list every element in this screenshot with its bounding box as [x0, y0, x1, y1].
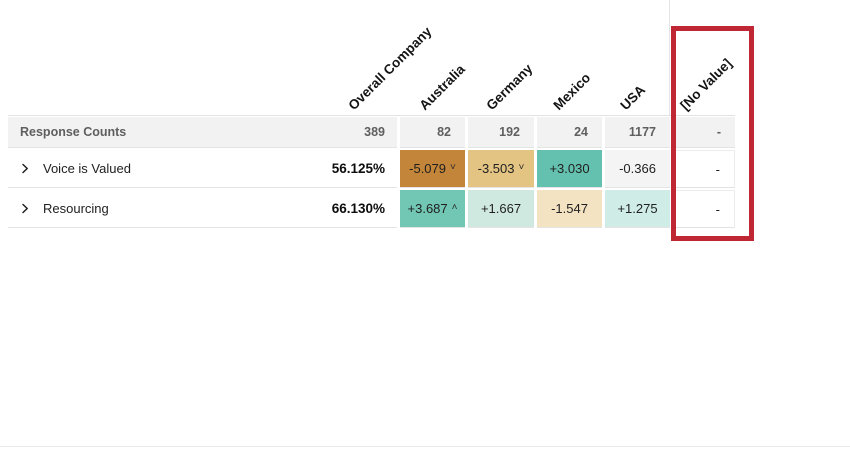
- score-cell: -1.547: [537, 190, 602, 228]
- expand-chevron-icon[interactable]: [20, 203, 30, 214]
- score-value: -: [715, 201, 720, 217]
- page-bottom-divider: [0, 446, 850, 447]
- row-label: Resourcing: [43, 201, 109, 216]
- score-value: -1.547: [551, 201, 588, 216]
- overall-score: 66.130%: [331, 201, 385, 216]
- score-cell: +3.687 ˄: [400, 190, 465, 228]
- response-count-overall: 389: [364, 125, 385, 139]
- row-label-cell[interactable]: Voice is Valued 56.125%: [8, 150, 397, 188]
- row-label-cell[interactable]: Resourcing 66.130%: [8, 190, 397, 228]
- no-value-column-divider: [669, 0, 670, 116]
- response-count-cell: 1177: [605, 117, 670, 148]
- score-value: +3.030: [549, 161, 590, 176]
- overall-score: 56.125%: [331, 161, 385, 176]
- score-cell-empty: -: [673, 150, 735, 188]
- column-header-australia: Australia: [416, 61, 468, 113]
- response-count-cell: 192: [468, 117, 534, 148]
- column-header-usa: USA: [617, 82, 649, 113]
- score-value: +1.667: [480, 201, 522, 216]
- score-value: +1.275: [617, 201, 658, 216]
- response-count-cell: 24: [537, 117, 602, 148]
- expand-chevron-icon[interactable]: [20, 163, 30, 174]
- significant-increase-icon: ˄: [451, 202, 458, 213]
- response-count-cell: 82: [400, 117, 465, 148]
- score-value: -: [715, 161, 720, 177]
- response-count-cell: -: [673, 117, 735, 148]
- score-cell: -5.079 ˅: [400, 150, 465, 188]
- column-header-mexico: Mexico: [550, 70, 594, 113]
- score-value: +3.687: [407, 201, 448, 216]
- significant-decrease-icon: ˅: [518, 162, 525, 173]
- score-cell: +1.275: [605, 190, 670, 228]
- score-cell: +1.667: [468, 190, 534, 228]
- score-cell: +3.030: [537, 150, 602, 188]
- column-header-germany: Germany: [483, 61, 536, 113]
- response-counts-row: Response Counts 389 82 192 24 1177 -: [8, 117, 735, 148]
- metric-row-voice-is-valued: Voice is Valued 56.125% -5.079 ˅ -3.503 ˅ …: [8, 150, 735, 188]
- score-value: -5.079: [409, 161, 447, 176]
- response-counts-label-cell: Response Counts 389: [8, 117, 397, 148]
- row-label: Voice is Valued: [43, 161, 131, 176]
- score-cell: -3.503 ˅: [468, 150, 534, 188]
- score-value: -0.366: [619, 161, 656, 176]
- response-counts-label: Response Counts: [20, 125, 127, 139]
- score-cell: -0.366: [605, 150, 670, 188]
- comparison-table: Response Counts 389 82 192 24 1177 - Voi…: [8, 115, 735, 228]
- significant-decrease-icon: ˅: [450, 162, 456, 173]
- score-value: -3.503: [477, 161, 515, 176]
- annotation-highlight-box: [671, 26, 754, 241]
- metric-row-resourcing: Resourcing 66.130% +3.687 ˄ +1.667 -1.547…: [8, 190, 735, 228]
